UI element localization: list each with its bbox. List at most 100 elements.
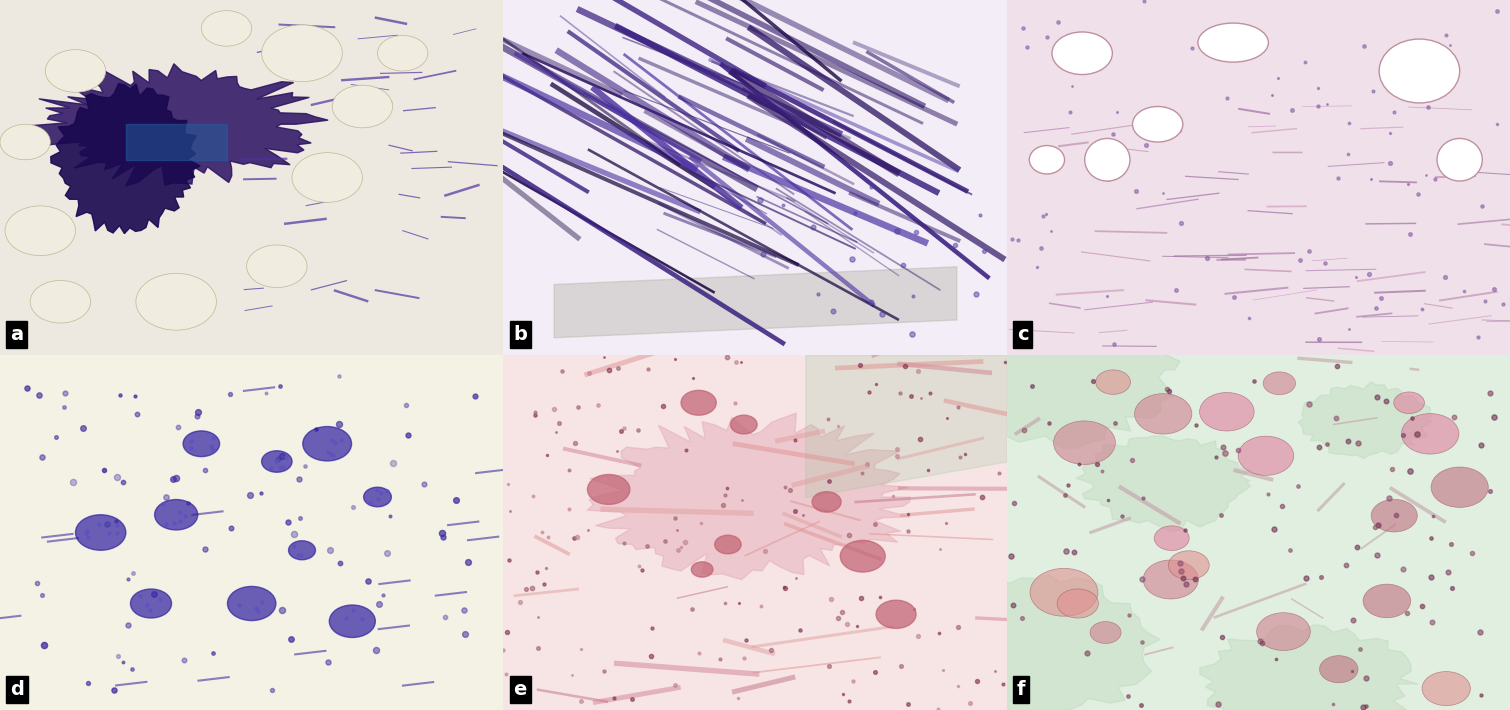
- Ellipse shape: [1052, 32, 1113, 75]
- Point: [104, 515, 128, 527]
- Point: [1132, 0, 1157, 6]
- Point: [507, 596, 532, 608]
- Point: [1237, 312, 1261, 324]
- Point: [1095, 290, 1119, 301]
- Point: [267, 381, 291, 392]
- Point: [1167, 125, 1191, 136]
- Circle shape: [1394, 392, 1424, 414]
- Circle shape: [1371, 499, 1418, 532]
- Point: [285, 549, 310, 560]
- Point: [1333, 559, 1357, 571]
- Point: [945, 681, 969, 692]
- Point: [168, 515, 192, 527]
- Point: [1270, 500, 1294, 511]
- Circle shape: [1256, 613, 1311, 650]
- Point: [1216, 92, 1240, 103]
- Point: [116, 619, 140, 630]
- Point: [1151, 187, 1175, 199]
- Point: [1096, 175, 1120, 186]
- Point: [1131, 492, 1155, 503]
- Circle shape: [1431, 467, 1489, 508]
- Circle shape: [261, 25, 343, 82]
- Point: [965, 675, 989, 687]
- Point: [901, 290, 926, 301]
- Point: [689, 518, 713, 529]
- Point: [835, 618, 859, 630]
- Circle shape: [1057, 589, 1098, 618]
- Point: [1247, 635, 1271, 647]
- Point: [850, 468, 874, 479]
- Point: [855, 459, 879, 470]
- Point: [172, 510, 196, 521]
- Point: [1131, 637, 1155, 648]
- Point: [601, 692, 625, 704]
- Circle shape: [130, 589, 172, 618]
- Point: [565, 531, 589, 542]
- Point: [1110, 510, 1134, 522]
- Point: [1200, 32, 1225, 43]
- Point: [544, 427, 568, 438]
- Circle shape: [1134, 393, 1191, 434]
- Point: [1478, 388, 1502, 399]
- Point: [1361, 86, 1385, 97]
- Point: [260, 462, 284, 474]
- Point: [1297, 246, 1321, 257]
- Point: [533, 562, 557, 574]
- Polygon shape: [1200, 625, 1418, 710]
- Point: [1422, 173, 1447, 185]
- Point: [1468, 626, 1492, 638]
- Point: [1019, 381, 1043, 392]
- Circle shape: [1154, 526, 1190, 550]
- Point: [1486, 119, 1510, 130]
- Point: [894, 361, 918, 372]
- Point: [51, 401, 76, 413]
- Point: [772, 581, 796, 592]
- Point: [1101, 129, 1125, 140]
- Point: [826, 420, 850, 432]
- Point: [1438, 40, 1462, 51]
- Point: [1293, 57, 1317, 68]
- Point: [1287, 480, 1311, 491]
- Point: [1419, 532, 1444, 543]
- Point: [1264, 653, 1288, 665]
- Point: [1418, 572, 1442, 583]
- Point: [1060, 80, 1084, 92]
- Point: [680, 603, 704, 614]
- Point: [1474, 295, 1498, 307]
- Point: [1370, 293, 1394, 304]
- Point: [1335, 435, 1359, 447]
- Point: [592, 351, 616, 363]
- Point: [640, 622, 664, 633]
- Circle shape: [1090, 621, 1120, 643]
- Point: [154, 518, 178, 530]
- Point: [270, 451, 294, 462]
- Point: [1169, 566, 1193, 577]
- Point: [831, 689, 855, 700]
- Point: [201, 432, 225, 444]
- Circle shape: [332, 85, 393, 128]
- Point: [1419, 616, 1444, 627]
- Point: [1039, 225, 1063, 236]
- Point: [293, 461, 317, 472]
- Point: [530, 527, 554, 538]
- Point: [859, 181, 883, 192]
- Circle shape: [0, 124, 50, 160]
- Point: [62, 476, 86, 488]
- Point: [148, 593, 172, 604]
- Point: [563, 437, 587, 448]
- Circle shape: [1401, 414, 1459, 454]
- Point: [433, 611, 458, 623]
- Point: [711, 499, 735, 510]
- Point: [673, 537, 698, 548]
- Point: [1015, 41, 1039, 53]
- Point: [1374, 395, 1398, 406]
- Point: [1003, 498, 1027, 509]
- Point: [726, 692, 750, 704]
- Point: [521, 490, 545, 501]
- Point: [15, 383, 39, 394]
- Point: [821, 305, 846, 317]
- Point: [687, 648, 711, 659]
- Point: [1001, 599, 1025, 611]
- Point: [101, 684, 125, 696]
- Point: [1469, 439, 1493, 451]
